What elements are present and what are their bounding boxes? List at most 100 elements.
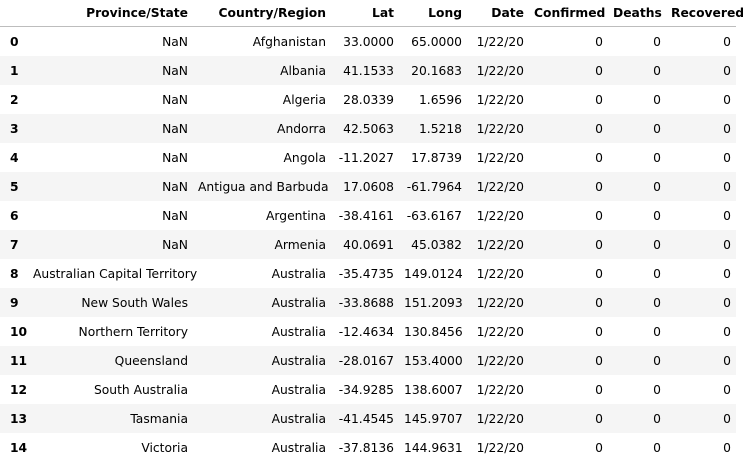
row-index: 11 [10,353,28,368]
cell-country-region: Argentina [266,208,326,223]
cell-country-region: Albania [280,63,326,78]
cell-lat: 33.0000 [343,34,394,49]
cell-confirmed: 0 [595,382,603,397]
cell-date: 1/22/20 [476,353,524,368]
cell-confirmed: 0 [595,411,603,426]
cell-deaths: 0 [653,92,661,107]
cell-long: 144.9631 [404,440,463,455]
cell-province-state: South Australia [93,382,188,397]
cell-deaths: 0 [653,440,661,455]
cell-province-state: NaN [162,208,188,223]
cell-long: 20.1683 [411,63,462,78]
row-index: 1 [10,63,19,78]
cell-lat: -35.4735 [338,266,394,281]
cell-recovered: 0 [723,34,731,49]
table-body: 0 NaN Afghanistan 33.0000 65.0000 1/22/20 0 0 0 1… [0,26,736,462]
cell-province-state: NaN [162,92,188,107]
cell-lat: -33.8688 [338,295,394,310]
row-index: 2 [10,92,19,107]
cell-date: 1/22/20 [476,150,524,165]
cell-country-region: Australia [271,440,326,455]
cell-date: 1/22/20 [476,440,524,455]
table-row: 5 NaN Antigua and Barbuda 17.0608 -61.7964 1/… [0,172,736,201]
cell-date: 1/22/20 [476,411,524,426]
column-header-deaths: Deaths [608,0,666,27]
row-index: 10 [10,324,28,339]
cell-country-region: Algeria [282,92,326,107]
cell-province-state: Northern Territory [78,324,188,339]
cell-province-state: NaN [162,63,188,78]
cell-lat: -28.0167 [338,353,394,368]
row-index: 9 [10,295,19,310]
cell-deaths: 0 [653,353,661,368]
cell-recovered: 0 [723,237,731,252]
column-header-country-region: Country/Region [193,0,331,27]
cell-long: 138.6007 [404,382,463,397]
cell-recovered: 0 [723,266,731,281]
cell-country-region: Australia [271,411,326,426]
table-row: 1 NaN Albania 41.1533 20.1683 1/22/20 0 0 0 [0,56,736,85]
cell-deaths: 0 [653,150,661,165]
cell-country-region: Australia [271,353,326,368]
cell-long: 17.8739 [411,150,462,165]
cell-deaths: 0 [653,121,661,136]
cell-deaths: 0 [653,411,661,426]
cell-recovered: 0 [723,382,731,397]
table-row: 12 South Australia Australia -34.9285 138.60… [0,375,736,404]
cell-confirmed: 0 [595,34,603,49]
cell-lat: 41.1533 [343,63,394,78]
cell-lat: 17.0608 [343,179,394,194]
row-index: 8 [10,266,19,281]
cell-recovered: 0 [723,440,731,455]
cell-deaths: 0 [653,208,661,223]
cell-lat: -41.4545 [338,411,394,426]
row-index: 13 [10,411,28,426]
cell-recovered: 0 [723,92,731,107]
table-row: 11 Queensland Australia -28.0167 153.4000 1/2… [0,346,736,375]
row-index: 4 [10,150,19,165]
table-row: 13 Tasmania Australia -41.4545 145.9707 1/22/… [0,404,736,433]
cell-deaths: 0 [653,34,661,49]
table-row: 7 NaN Armenia 40.0691 45.0382 1/22/20 0 0 0 [0,230,736,259]
cell-date: 1/22/20 [476,237,524,252]
row-index: 12 [10,382,28,397]
cell-date: 1/22/20 [476,34,524,49]
cell-province-state: Queensland [114,353,188,368]
cell-lat: -37.8136 [338,440,394,455]
column-header-province-state: Province/State [28,0,193,27]
cell-confirmed: 0 [595,266,603,281]
cell-lat: 42.5063 [343,121,394,136]
cell-long: 1.5218 [418,121,462,136]
row-index: 14 [10,440,28,455]
table-row: 2 NaN Algeria 28.0339 1.6596 1/22/20 0 0 0 [0,85,736,114]
cell-province-state: NaN [162,237,188,252]
cell-long: -61.7964 [406,179,462,194]
cell-confirmed: 0 [595,324,603,339]
cell-confirmed: 0 [595,353,603,368]
cell-lat: -34.9285 [338,382,394,397]
table-row: 3 NaN Andorra 42.5063 1.5218 1/22/20 0 0 0 [0,114,736,143]
cell-recovered: 0 [723,295,731,310]
cell-date: 1/22/20 [476,382,524,397]
cell-deaths: 0 [653,382,661,397]
cell-deaths: 0 [653,266,661,281]
cell-deaths: 0 [653,179,661,194]
table-row: 4 NaN Angola -11.2027 17.8739 1/22/20 0 0 0 [0,143,736,172]
cell-long: 45.0382 [411,237,462,252]
cell-date: 1/22/20 [476,208,524,223]
column-header-recovered: Recovered [666,0,743,27]
column-header-date: Date [467,0,529,27]
cell-country-region: Andorra [277,121,326,136]
cell-province-state: Tasmania [130,411,188,426]
row-index: 6 [10,208,19,223]
cell-recovered: 0 [723,324,731,339]
cell-country-region: Antigua and Barbuda [198,179,329,194]
cell-deaths: 0 [653,324,661,339]
cell-recovered: 0 [723,179,731,194]
cell-deaths: 0 [653,63,661,78]
cell-date: 1/22/20 [476,295,524,310]
cell-date: 1/22/20 [476,92,524,107]
cell-recovered: 0 [723,63,731,78]
table-row: 6 NaN Argentina -38.4161 -63.6167 1/22/20 0 0 0 [0,201,736,230]
table-row: 0 NaN Afghanistan 33.0000 65.0000 1/22/20 0 0 0 [0,26,736,56]
